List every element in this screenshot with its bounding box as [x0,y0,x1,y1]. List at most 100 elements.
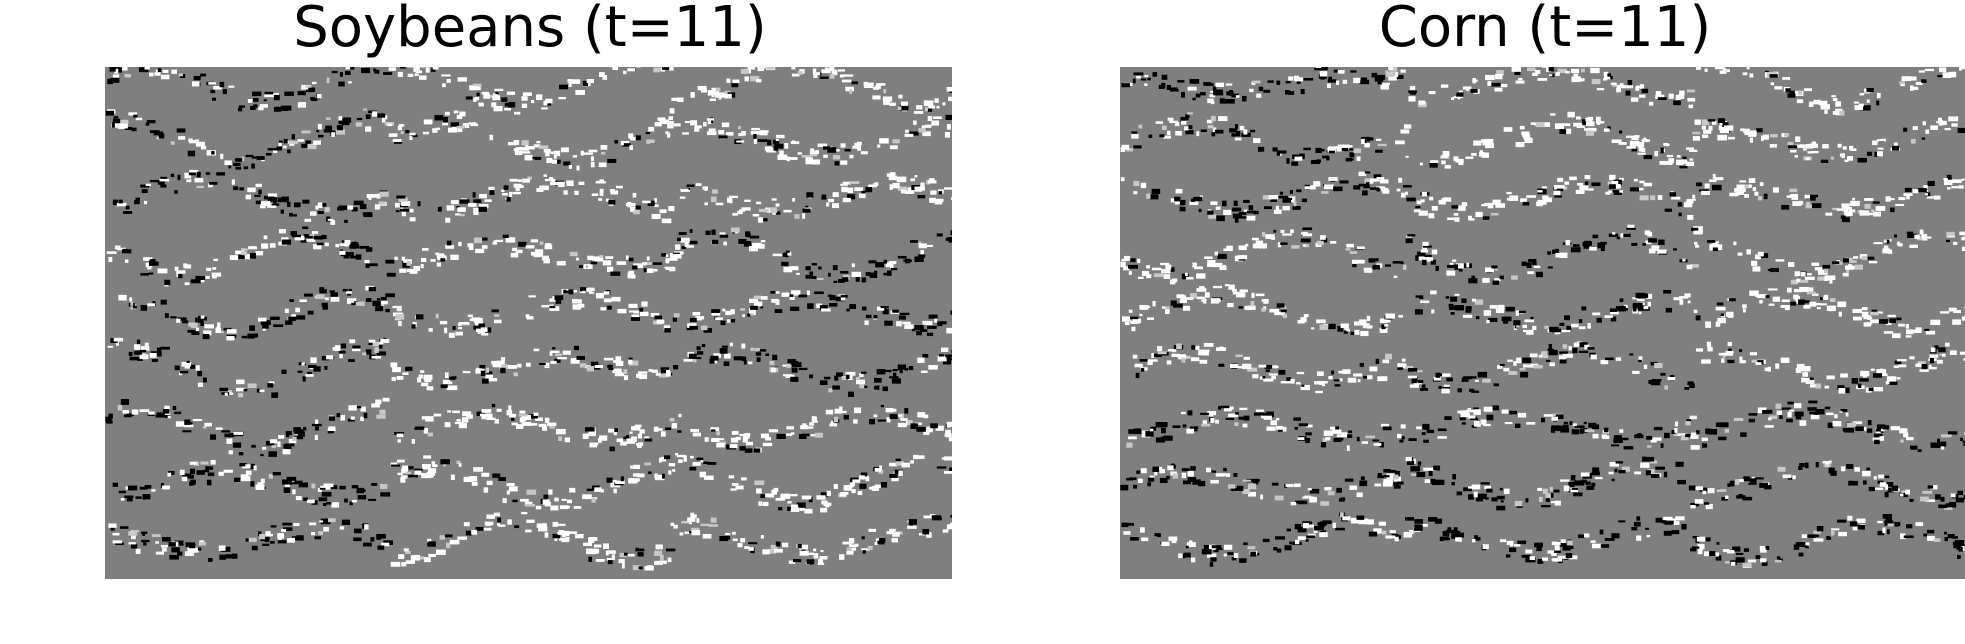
map-pixel [1748,413,1758,416]
map-pixel [1220,405,1230,409]
map-pixel [1361,441,1368,444]
map-pixel [600,307,607,311]
map-pixel [1282,197,1293,203]
map-pixel [1886,376,1897,382]
map-pixel [1645,456,1655,462]
map-pixel [1562,123,1571,127]
map-pixel [1804,276,1815,280]
map-pixel [314,536,321,540]
map-pixel [608,367,614,371]
map-pixel [899,369,903,374]
map-pixel [1213,91,1224,96]
map-pixel [518,184,523,187]
map-pixel [1858,103,1864,107]
map-pixel [927,116,933,122]
map-pixel [1495,73,1503,80]
map-pixel [481,91,489,95]
map-pixel [1406,460,1415,466]
map-pixel [305,85,312,88]
map-pixel [288,316,296,321]
map-pixel [1684,202,1693,208]
map-pixel [709,98,716,102]
map-pixel [946,86,952,92]
map-pixel [1826,375,1835,380]
map-pixel [1167,349,1174,352]
map-pixel [669,253,676,259]
map-pixel [1482,216,1490,220]
map-pixel [1185,545,1189,549]
map-pixel [278,140,283,143]
map-pixel [1138,124,1143,129]
map-pixel [1368,258,1379,262]
map-pixel [392,367,401,373]
map-pixel [1261,415,1271,419]
map-pixel [130,301,134,306]
map-pixel [936,233,943,237]
map-pixel [128,531,138,536]
map-pixel [1526,262,1532,268]
map-pixel [1275,205,1280,210]
map-pixel [379,191,389,197]
map-pixel [385,259,395,264]
map-pixel [1490,82,1501,87]
map-pixel [758,243,765,249]
map-pixel [424,557,431,563]
map-pixel [1878,319,1889,324]
map-pixel [448,127,458,133]
map-pixel [702,533,712,539]
map-pixel [1349,148,1356,151]
map-pixel [1796,99,1804,104]
map-pixel [1225,83,1233,86]
map-pixel [479,193,487,199]
map-pixel [317,93,322,99]
map-pixel [215,327,222,333]
map-pixel [1843,387,1850,394]
map-pixel [765,493,775,498]
map-pixel [923,515,934,519]
map-pixel [1861,255,1868,261]
map-pixel [1163,435,1173,441]
map-pixel [1646,445,1652,448]
map-pixel [1956,497,1962,502]
map-pixel [1780,305,1790,308]
map-pixel [1676,433,1687,436]
map-pixel [790,494,798,497]
map-pixel [608,199,616,205]
map-pixel [1844,159,1849,162]
map-pixel [1252,374,1259,379]
map-pixel [665,548,676,552]
map-pixel [1167,130,1171,136]
map-pixel [1846,464,1854,469]
map-pixel [1919,496,1929,502]
map-pixel [191,547,199,553]
map-pixel [140,305,148,311]
map-pixel [1703,551,1714,557]
map-pixel [1584,175,1591,180]
map-pixel [1861,307,1868,311]
map-pixel [1460,413,1470,418]
map-pixel [1707,347,1713,352]
map-pixel [1483,406,1493,412]
map-pixel [833,280,838,284]
map-pixel [1509,410,1518,415]
map-pixel [557,181,565,188]
map-pixel [597,437,602,444]
map-pixel [522,178,530,183]
map-pixel [1522,357,1532,363]
map-pixel [851,547,857,551]
map-pixel [817,277,824,280]
map-pixel [342,121,350,126]
map-pixel [170,316,177,319]
map-pixel [1415,206,1421,209]
map-pixel [907,525,917,529]
map-pixel [153,131,164,136]
map-pixel [717,438,725,441]
map-pixel [575,90,585,95]
map-pixel [1527,271,1535,275]
map-pixel [1250,300,1255,307]
map-pixel [1870,319,1879,324]
map-pixel [1749,478,1757,483]
map-pixel [371,356,382,359]
map-pixel [922,131,931,137]
map-pixel [613,488,617,494]
